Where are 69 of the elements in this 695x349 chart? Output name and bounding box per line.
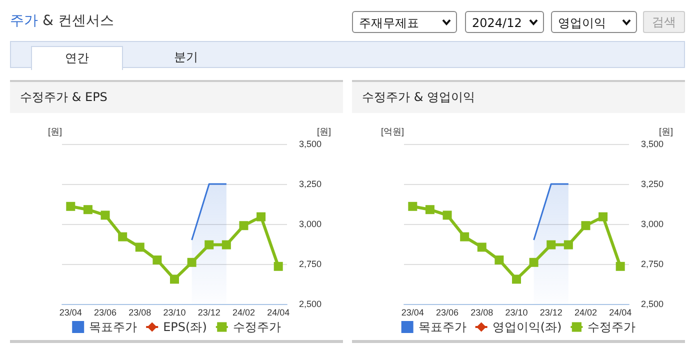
point <box>408 202 418 211</box>
y2-tick-label: 3,000 <box>641 219 664 229</box>
point <box>118 232 128 242</box>
point <box>66 202 76 211</box>
point <box>152 256 162 264</box>
y2-tick-label: 3,000 <box>299 219 322 229</box>
y-axis-title: [원] <box>48 126 62 136</box>
y2-tick-label: 3,250 <box>641 179 664 189</box>
point <box>460 232 470 242</box>
point <box>581 221 590 230</box>
x-tick-label: 23/06 <box>94 308 117 318</box>
x-tick-label: 23/04 <box>401 308 424 318</box>
legend-label: EPS(좌) <box>163 320 207 334</box>
y2-axis-title: [원] <box>659 126 674 136</box>
y2-tick-label: 3,500 <box>641 139 664 149</box>
y2-tick-label: 2,750 <box>641 259 664 269</box>
x-tick-label: 23/08 <box>128 308 152 318</box>
point <box>100 210 110 220</box>
x-tick-label: 23/08 <box>470 308 494 318</box>
y2-tick-label: 2,750 <box>299 259 322 269</box>
point <box>83 205 92 214</box>
point <box>494 256 504 264</box>
chart-title: 수정주가 & 영업이익 <box>352 80 685 113</box>
x-tick-label: 24/04 <box>609 308 632 318</box>
text: 주재무제표 <box>359 16 419 30</box>
y2-tick-label: 2,500 <box>299 299 322 309</box>
x-tick-label: 24/04 <box>267 308 290 318</box>
y2-axis-title: [원] <box>317 126 332 136</box>
legend-label: 수정주가 <box>588 320 636 334</box>
x-tick-label: 23/10 <box>505 308 528 318</box>
point <box>239 221 248 230</box>
point <box>512 274 521 284</box>
text: 영업이익 <box>558 16 606 30</box>
x-tick-label: 23/04 <box>59 308 82 318</box>
point <box>256 212 266 222</box>
y2-tick-label: 3,250 <box>299 179 322 189</box>
y2-tick-label: 2,500 <box>641 299 664 309</box>
point <box>598 212 608 222</box>
chart-title: 수정주가 & EPS <box>10 80 343 113</box>
point <box>204 240 214 250</box>
point <box>425 205 434 214</box>
text: 2024/12 <box>472 16 522 30</box>
text: 연간 <box>31 46 123 70</box>
text: 검색 <box>643 11 685 33</box>
x-tick-label: 23/06 <box>436 308 459 318</box>
legend-label: 목표주가 <box>89 320 138 334</box>
legend-label: 수정주가 <box>232 320 281 334</box>
point <box>477 242 486 252</box>
text: 주가 & 컨센서스 <box>10 12 114 30</box>
x-tick-label: 23/12 <box>198 308 220 318</box>
x-tick-label: 24/02 <box>232 308 255 318</box>
x-tick-label: 23/10 <box>163 308 186 318</box>
point <box>546 240 556 250</box>
x-tick-label: 23/12 <box>540 308 562 318</box>
text: 분기 <box>173 49 199 66</box>
point <box>274 262 283 271</box>
y-axis-title: [억원] <box>380 126 404 136</box>
point <box>442 210 452 220</box>
point <box>564 240 573 250</box>
y2-tick-label: 3,500 <box>299 139 322 149</box>
point <box>222 240 231 250</box>
point <box>170 274 179 284</box>
point <box>135 242 144 252</box>
point <box>616 262 625 271</box>
point <box>187 258 196 267</box>
legend-label: 목표주가 <box>418 320 466 334</box>
legend-label: 영업이익(좌) <box>492 320 562 334</box>
x-tick-label: 24/02 <box>574 308 597 318</box>
point <box>529 258 538 267</box>
